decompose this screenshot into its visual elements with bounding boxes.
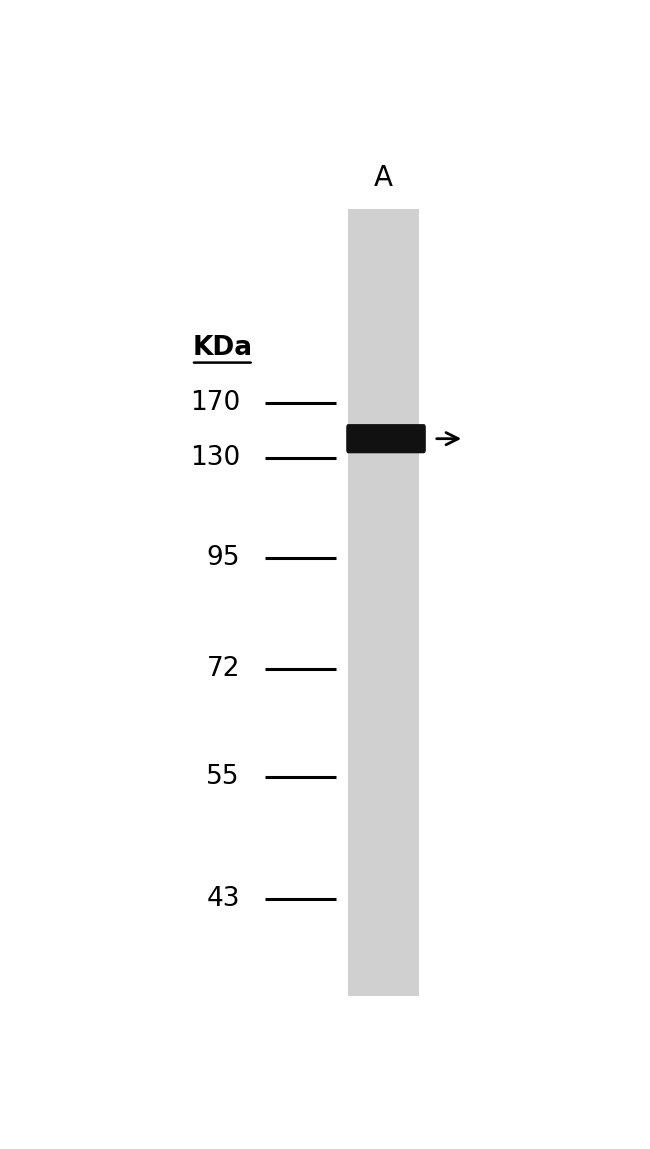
Text: 170: 170 — [190, 391, 240, 416]
Text: 95: 95 — [207, 545, 240, 571]
Text: 55: 55 — [207, 764, 240, 789]
Text: A: A — [374, 163, 393, 192]
Bar — [348, 209, 419, 996]
Text: 130: 130 — [190, 445, 240, 471]
Text: KDa: KDa — [192, 334, 252, 361]
FancyBboxPatch shape — [346, 424, 426, 454]
Text: 72: 72 — [207, 656, 240, 681]
Text: 43: 43 — [207, 886, 240, 912]
